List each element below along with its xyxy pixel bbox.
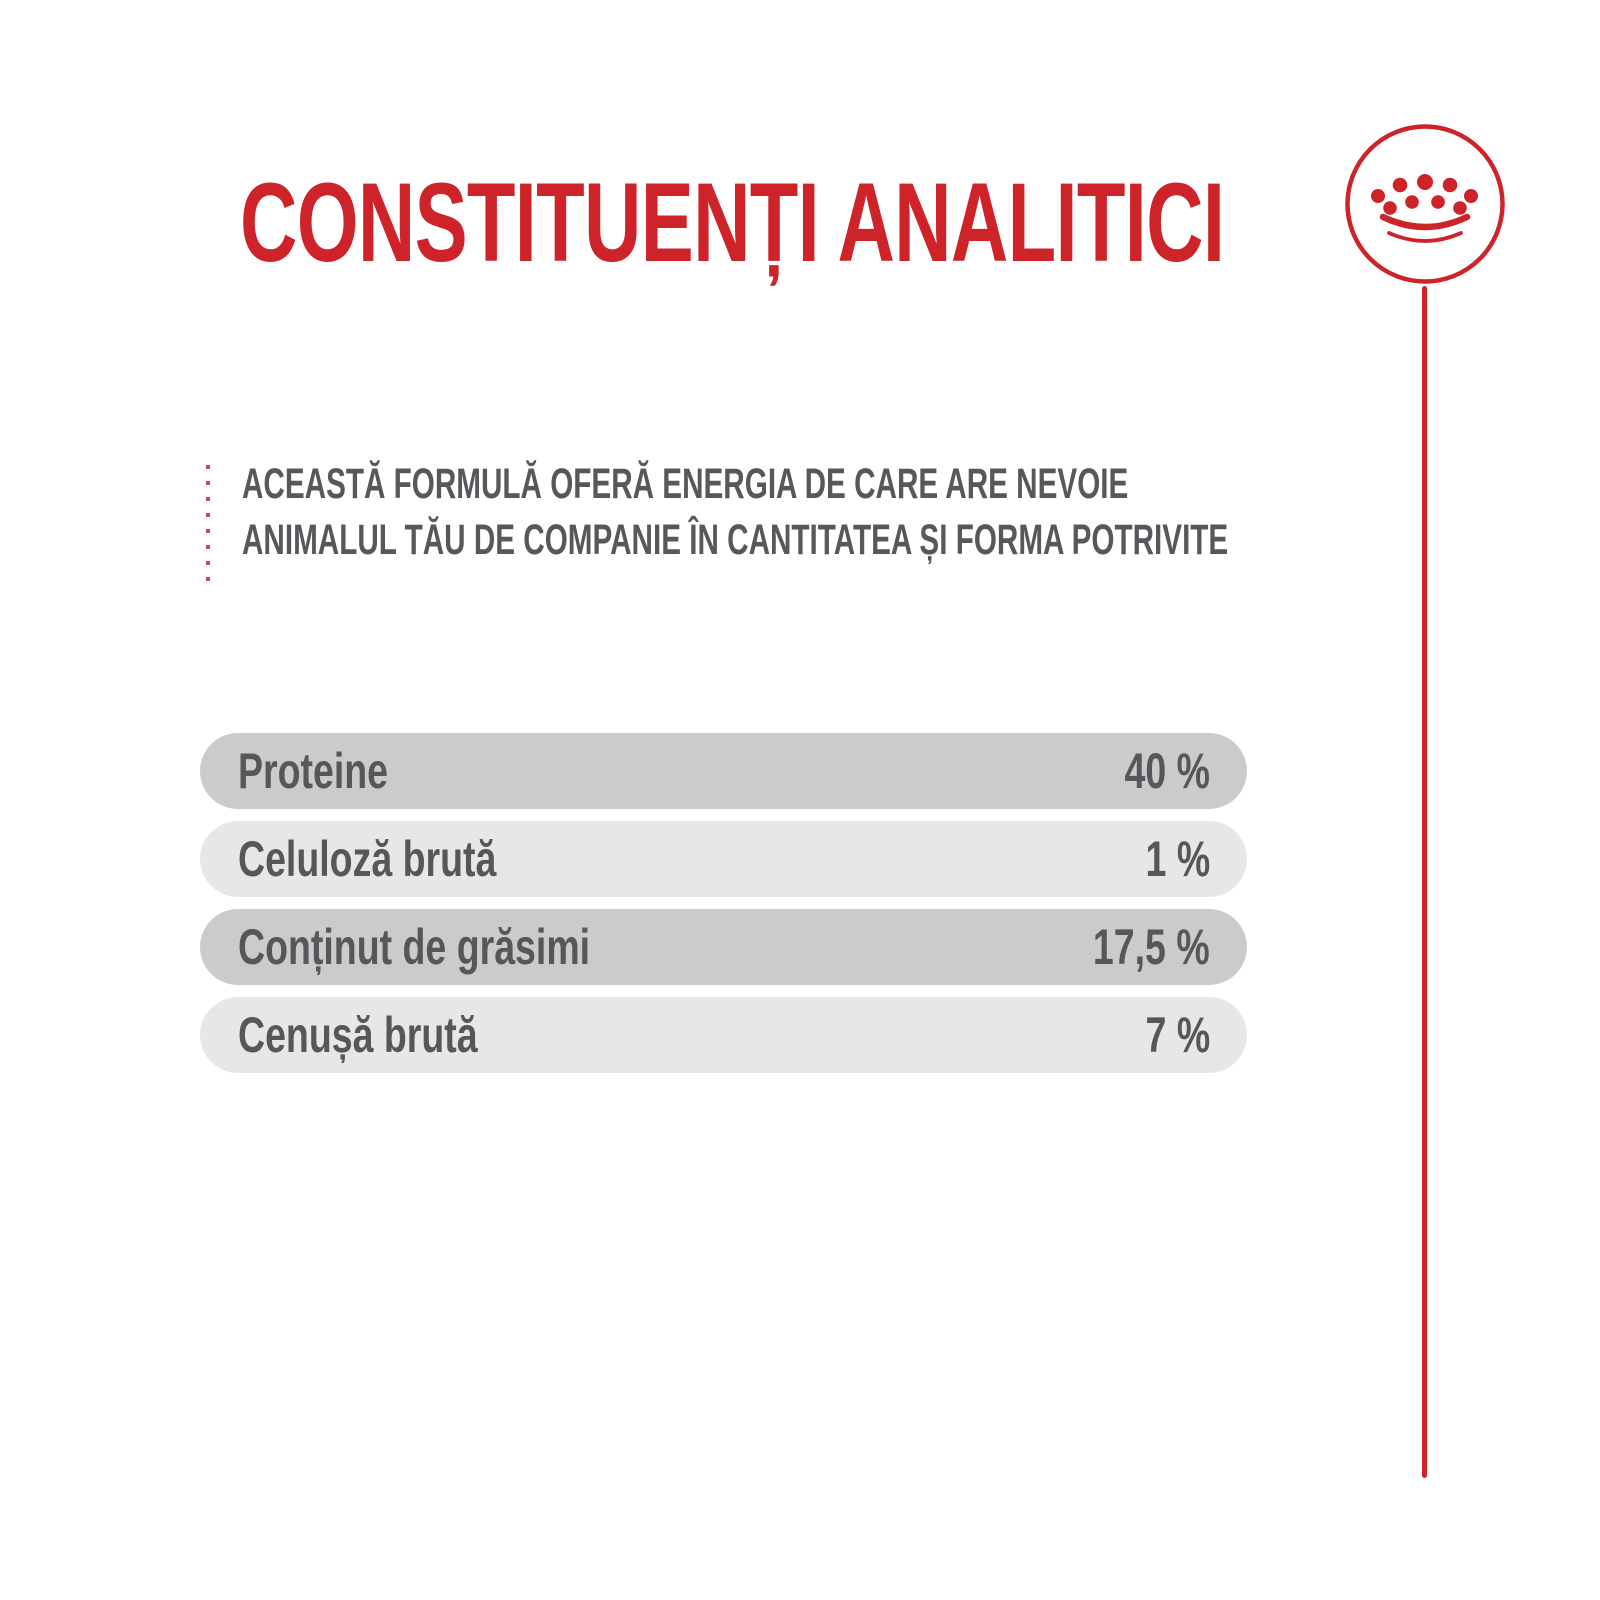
row-label: Celuloză brută bbox=[238, 831, 497, 887]
description-line: ANIMALUL TĂU DE COMPANIE ÎN CANTITATEA Ș… bbox=[242, 512, 1600, 568]
page-title: CONSTITUENȚI ANALITICI bbox=[240, 167, 1600, 279]
row-label: Conținut de grăsimi bbox=[238, 919, 591, 975]
page-title-text: CONSTITUENȚI ANALITICI bbox=[240, 160, 1225, 285]
description-line-2-text: ANIMALUL TĂU DE COMPANIE ÎN CANTITATEA Ș… bbox=[242, 516, 1229, 564]
row-value: 1 % bbox=[1145, 831, 1210, 887]
row-label: Cenușă brută bbox=[238, 1007, 478, 1063]
royal-canin-crown-icon bbox=[1345, 124, 1505, 284]
table-row-cenusa-bruta: Cenușă brută 7 % bbox=[200, 997, 1247, 1073]
table-row-celuloza-bruta: Celuloză brută 1 % bbox=[200, 821, 1247, 897]
table-row-proteine: Proteine 40 % bbox=[200, 733, 1247, 809]
analytical-constituents-table: Proteine 40 % Celuloză brută 1 % Conținu… bbox=[200, 733, 1247, 1085]
vertical-accent-line bbox=[1422, 286, 1427, 1478]
dotted-accent-line bbox=[206, 465, 210, 589]
table-row-continut-de-grasimi: Conținut de grăsimi 17,5 % bbox=[200, 909, 1247, 985]
row-value: 7 % bbox=[1145, 1007, 1210, 1063]
description-line: ACEASTĂ FORMULĂ OFERĂ ENERGIA DE CARE AR… bbox=[242, 456, 1600, 512]
row-value: 17,5 % bbox=[1093, 919, 1210, 975]
description-block: ACEASTĂ FORMULĂ OFERĂ ENERGIA DE CARE AR… bbox=[242, 456, 1600, 568]
row-value: 40 % bbox=[1124, 743, 1210, 799]
description-line-1-text: ACEASTĂ FORMULĂ OFERĂ ENERGIA DE CARE AR… bbox=[242, 460, 1129, 508]
row-label: Proteine bbox=[238, 743, 389, 799]
